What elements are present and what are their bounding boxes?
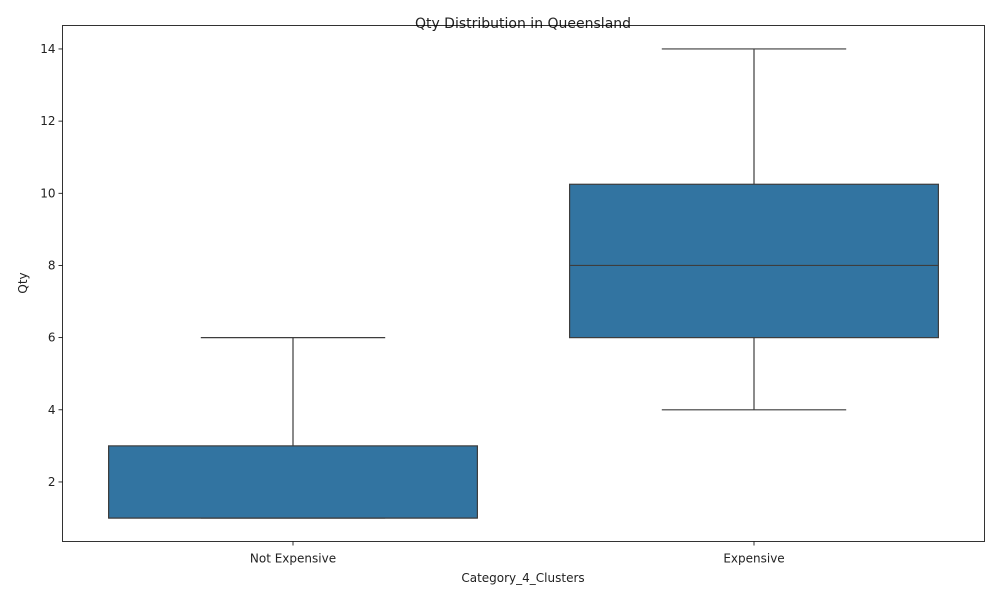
x-axis: Not Expensive Expensive <box>250 541 785 566</box>
y-tick-label: 8 <box>48 258 56 272</box>
y-tick-label: 14 <box>40 42 55 56</box>
box-group <box>568 48 939 411</box>
y-tick-label: 6 <box>48 331 56 345</box>
plot-area <box>107 48 939 519</box>
y-tick-label: 10 <box>40 186 55 200</box>
x-tick-label: Expensive <box>723 552 784 566</box>
x-axis-label: Category_4_Clusters <box>461 571 584 585</box>
y-tick-label: 12 <box>40 114 55 128</box>
chart-title: Qty Distribution in Queensland <box>415 16 631 32</box>
y-tick-label: 4 <box>48 403 56 417</box>
plot-frame <box>62 25 985 542</box>
y-tick-label: 2 <box>48 475 56 489</box>
y-axis: 2 4 6 8 10 12 14 <box>40 42 63 489</box>
box <box>107 445 478 519</box>
box <box>568 183 939 339</box>
box-group <box>107 337 478 519</box>
x-tick-label: Not Expensive <box>250 552 336 566</box>
y-axis-label: Qty <box>16 272 30 293</box>
